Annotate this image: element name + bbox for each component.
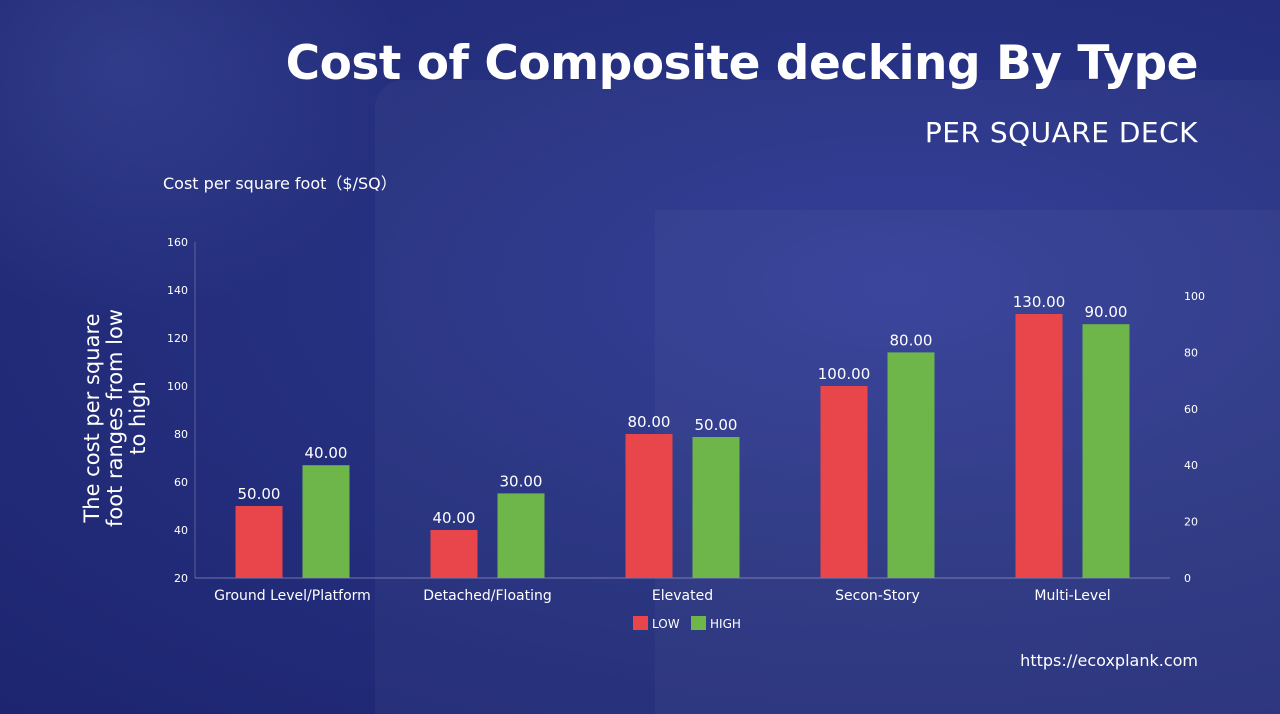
data-label-high: 90.00 [1085, 303, 1128, 321]
y-tick-label: 100 [167, 380, 188, 393]
y-tick-label: 40 [174, 524, 188, 537]
bar-low [625, 434, 673, 578]
y-tick-label: 140 [167, 284, 188, 297]
data-label-low: 50.00 [238, 485, 281, 503]
legend-swatch-high [691, 616, 706, 630]
data-label-low: 130.00 [1013, 293, 1066, 311]
bar-low [235, 506, 283, 578]
footer-url: https://ecoxplank.com [1020, 651, 1198, 670]
y-axis-label-line: foot ranges from low [103, 309, 127, 527]
bar-high [692, 437, 740, 578]
y2-tick-label: 0 [1184, 572, 1191, 585]
y-axis-label: The cost per squarefoot ranges from lowt… [80, 309, 150, 527]
data-label-high: 40.00 [305, 444, 348, 462]
bar-low [430, 530, 478, 578]
y-tick-label: 160 [167, 236, 188, 249]
x-tick-label: Detached/Floating [423, 588, 551, 604]
chart-caption: Cost per square foot（$/SQ） [163, 174, 397, 193]
data-label-high: 50.00 [695, 416, 738, 434]
bar-high [497, 493, 545, 578]
x-tick-label: Secon-Story [835, 588, 920, 604]
bar-high [302, 465, 350, 578]
y-axis-label-line: The cost per square [80, 313, 104, 523]
data-label-high: 80.00 [890, 331, 933, 349]
data-label-low: 80.00 [628, 413, 671, 431]
bar-high [1082, 324, 1130, 578]
y2-tick-label: 40 [1184, 459, 1198, 472]
page-title: Cost of Composite decking By Type [285, 36, 1199, 91]
x-tick-label: Multi-Level [1034, 588, 1110, 604]
y2-tick-label: 60 [1184, 403, 1198, 416]
legend-label-low: LOW [652, 617, 680, 631]
legend-swatch-low [633, 616, 648, 630]
y-tick-label: 80 [174, 428, 188, 441]
y2-tick-label: 80 [1184, 346, 1198, 359]
bar-high [887, 352, 935, 578]
y-tick-label: 120 [167, 332, 188, 345]
bar-low [1015, 314, 1063, 578]
x-tick-label: Elevated [652, 588, 713, 604]
bar-low [820, 386, 868, 578]
y2-tick-label: 20 [1184, 516, 1198, 529]
page-subtitle: PER SQUARE DECK [924, 116, 1198, 149]
y-tick-label: 60 [174, 476, 188, 489]
y-axis-label-line: to high [126, 381, 150, 455]
y2-tick-label: 100 [1184, 290, 1205, 303]
legend-label-high: HIGH [710, 617, 741, 631]
plot-area: 20 40 60 80 100 120 140 160 0 20 40 60 80 100 50.00 40.… [167, 236, 1205, 631]
data-label-low: 100.00 [818, 365, 871, 383]
data-label-high: 30.00 [500, 472, 543, 490]
y-tick-label: 20 [174, 572, 188, 585]
x-tick-label: Ground Level/Platform [214, 588, 371, 604]
data-label-low: 40.00 [433, 509, 476, 527]
